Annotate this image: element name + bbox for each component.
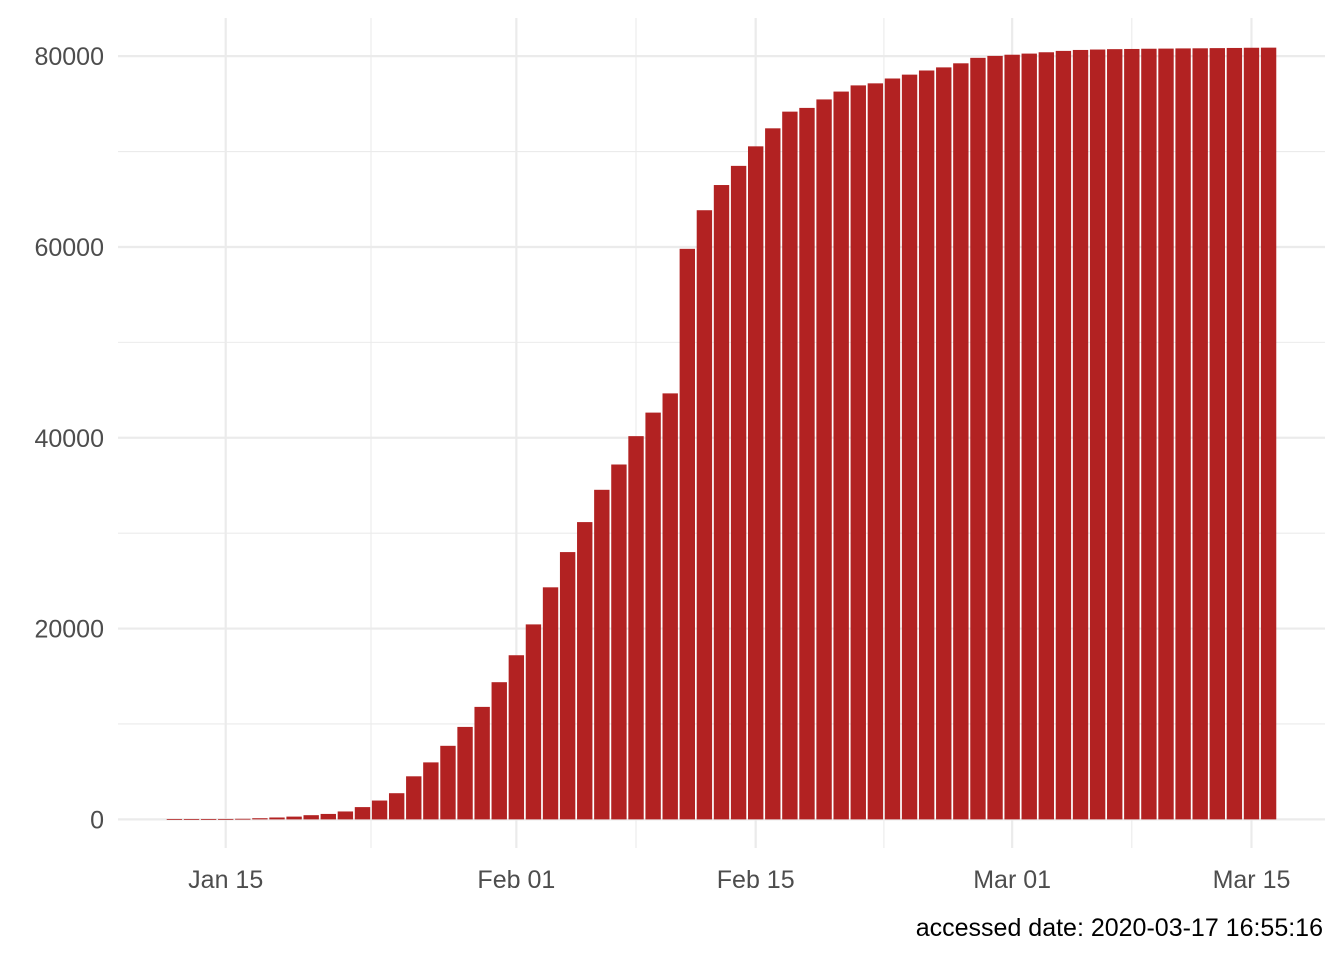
bar [1158, 48, 1174, 820]
bar [765, 128, 781, 820]
bar [508, 655, 525, 820]
bar [542, 587, 559, 820]
bar [850, 85, 866, 820]
bar [440, 745, 456, 820]
bar [645, 412, 661, 820]
bar [218, 818, 234, 820]
bar [679, 248, 696, 820]
bar [1192, 48, 1208, 820]
bar [867, 83, 884, 820]
bar [1089, 49, 1106, 820]
bar [491, 682, 507, 820]
bar [1072, 49, 1089, 820]
bar [594, 489, 610, 820]
bar [1243, 47, 1260, 820]
y-tick-label: 40000 [34, 425, 104, 453]
bar [474, 706, 490, 820]
bar [525, 624, 542, 820]
bar [970, 57, 986, 820]
bar [559, 552, 576, 820]
bar [1055, 50, 1072, 820]
x-tick-label: Feb 15 [717, 866, 795, 894]
bar [269, 817, 285, 820]
bar [166, 818, 183, 820]
bar [235, 818, 251, 820]
bar [918, 70, 935, 820]
y-axis: 0 20000 40000 60000 80000 [34, 43, 104, 834]
bar [388, 793, 405, 820]
y-tick-label: 0 [90, 806, 104, 834]
bar [747, 146, 764, 820]
bar [833, 91, 849, 820]
bar [611, 464, 627, 820]
bar [457, 726, 473, 820]
x-tick-label: Mar 01 [973, 866, 1051, 894]
x-tick-label: Feb 01 [477, 866, 555, 894]
bars-group [166, 47, 1277, 820]
bar [696, 210, 713, 820]
bar [953, 63, 969, 820]
bar [354, 807, 371, 820]
x-tick-label: Mar 15 [1213, 866, 1291, 894]
x-tick-label: Jan 15 [188, 866, 263, 894]
bar [423, 762, 439, 820]
y-tick-label: 20000 [34, 616, 104, 644]
x-axis: Jan 15 Feb 01 Feb 15 Mar 01 Mar 15 [188, 866, 1290, 894]
bar [713, 185, 730, 820]
bar [286, 816, 302, 820]
bar [662, 393, 678, 820]
bar [1260, 47, 1277, 820]
bar [303, 815, 319, 820]
y-tick-label: 60000 [34, 234, 104, 262]
bar [577, 522, 593, 820]
bar [337, 811, 354, 820]
bar [987, 55, 1003, 820]
bar [1004, 54, 1020, 820]
bar [1209, 48, 1225, 820]
bar [799, 107, 815, 820]
bar [183, 818, 200, 820]
bar [1124, 48, 1140, 820]
bar [1226, 47, 1243, 820]
y-tick-label: 80000 [34, 43, 104, 71]
bar [782, 111, 798, 820]
bar [901, 74, 918, 820]
bar [1175, 48, 1191, 820]
bar [200, 818, 217, 820]
bar [320, 813, 336, 820]
bar [406, 776, 422, 820]
bar [730, 165, 747, 820]
bar [1107, 49, 1123, 820]
bar [1141, 48, 1157, 820]
bar [252, 818, 268, 820]
bar [816, 99, 832, 820]
bar [371, 800, 388, 820]
caption: accessed date: 2020-03-17 16:55:16 [916, 914, 1323, 942]
bar [936, 67, 952, 820]
bar [884, 78, 901, 820]
bar [1038, 52, 1055, 820]
bar [628, 436, 644, 820]
bar [1021, 53, 1037, 820]
